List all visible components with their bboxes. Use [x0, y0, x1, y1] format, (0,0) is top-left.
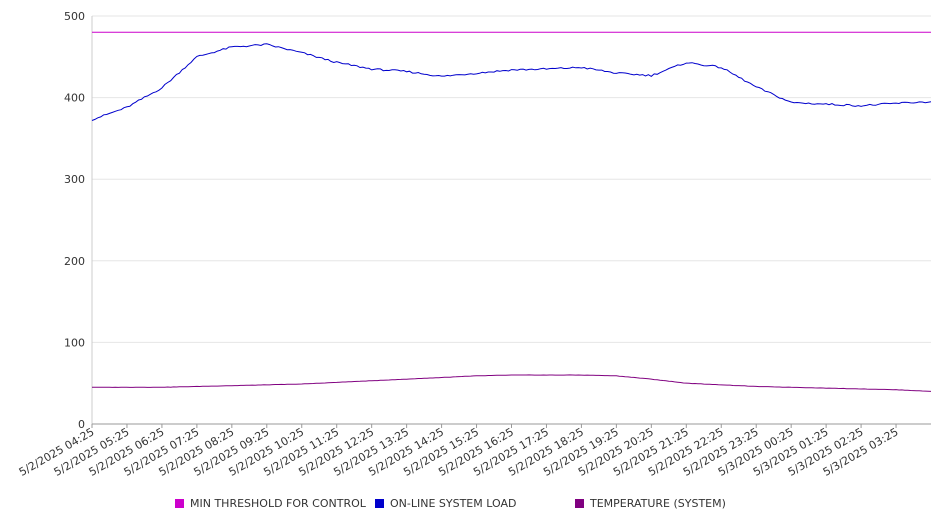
- chart-legend: MIN THRESHOLD FOR CONTROL ON-LINE SYSTEM…: [0, 497, 946, 517]
- legend-swatch-temperature: [575, 499, 584, 508]
- y-tick-label: 400: [64, 92, 85, 105]
- y-tick-label: 0: [78, 418, 85, 431]
- legend-item-temperature[interactable]: TEMPERATURE (SYSTEM): [575, 497, 726, 510]
- y-tick-label: 300: [64, 173, 85, 186]
- y-tick-label: 500: [64, 10, 85, 23]
- legend-item-min-threshold[interactable]: MIN THRESHOLD FOR CONTROL: [175, 497, 366, 510]
- legend-label-min-threshold: MIN THRESHOLD FOR CONTROL: [190, 497, 366, 510]
- legend-swatch-online-load: [375, 499, 384, 508]
- x-tick-labels: 5/2/2025 04:255/2/2025 05:255/2/2025 06:…: [17, 425, 901, 479]
- y-tick-label: 200: [64, 255, 85, 268]
- y-tick-labels: 0 100 200 300 400 500: [64, 10, 85, 431]
- legend-label-online-load: ON-LINE SYSTEM LOAD: [390, 497, 517, 510]
- series-temperature: [92, 374, 932, 392]
- legend-label-temperature: TEMPERATURE (SYSTEM): [590, 497, 726, 510]
- legend-swatch-min-threshold: [175, 499, 184, 508]
- series-online-load: [91, 43, 932, 121]
- axes: [91, 16, 931, 428]
- y-tick-label: 100: [64, 336, 85, 349]
- series-lines: [91, 31, 932, 392]
- grid-lines: [92, 15, 931, 343]
- legend-item-online-load[interactable]: ON-LINE SYSTEM LOAD: [375, 497, 516, 510]
